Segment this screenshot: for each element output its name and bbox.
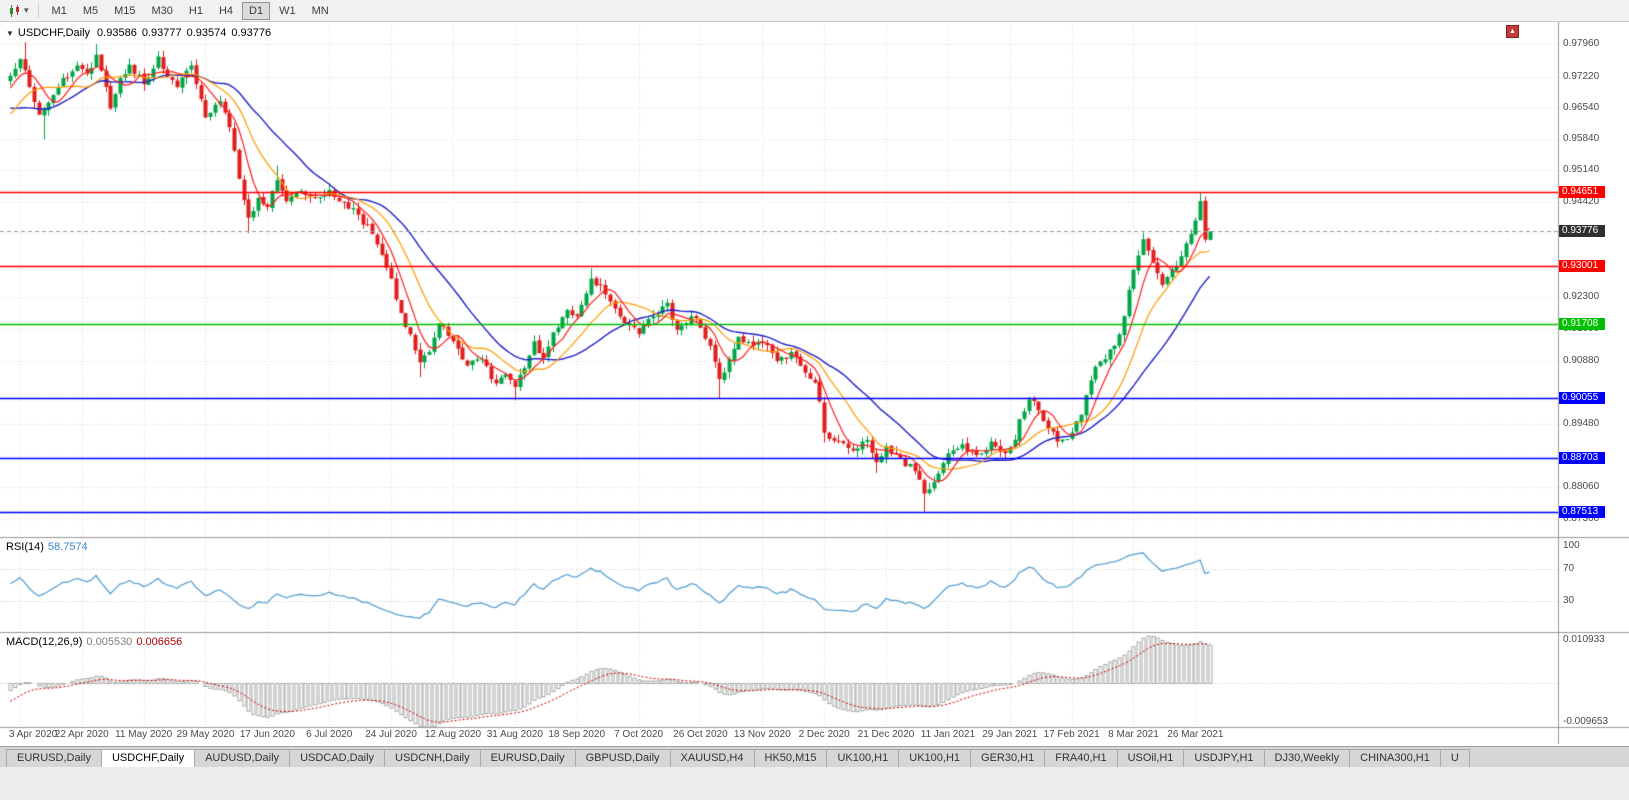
- chart-canvas[interactable]: [0, 0, 1629, 746]
- chart-tab-dj30-weekly[interactable]: DJ30,Weekly: [1263, 749, 1351, 767]
- candlestick-icon: [10, 4, 19, 17]
- timeframe-button-m1[interactable]: M1: [51, 4, 67, 17]
- timeframe-button-m15[interactable]: M15: [114, 4, 136, 17]
- bottom-filler: [0, 767, 1629, 800]
- chart-tab-audusd-daily[interactable]: AUDUSD,Daily: [194, 749, 291, 767]
- chart-tab-usoil-h1[interactable]: USOil,H1: [1116, 749, 1185, 767]
- chart-tab-xauusd-h4[interactable]: XAUUSD,H4: [669, 749, 755, 767]
- chart-tab-usdjpy-h1[interactable]: USDJPY,H1: [1183, 749, 1265, 767]
- timeframe-button-m30[interactable]: M30: [151, 4, 173, 17]
- chart-tab-china300-h1[interactable]: CHINA300,H1: [1349, 749, 1441, 767]
- chart-tab-uk100-h1[interactable]: UK100,H1: [826, 749, 900, 767]
- timeframe-button-h4[interactable]: H4: [218, 4, 234, 17]
- timeframe-button-w1[interactable]: W1: [279, 4, 296, 17]
- chart-tabs: EURUSD,Daily USDCHF,Daily AUDUSD,Daily USDC…: [0, 746, 1629, 767]
- chart-tab-eurusd-daily[interactable]: EURUSD,Daily: [6, 749, 102, 767]
- chart-tab-uk100-h1[interactable]: UK100,H1: [898, 749, 972, 767]
- timeframe-buttons: M1 M5 M15 M30 H1 H4 D1 W1 MN: [44, 1, 337, 20]
- chart-tab-usdcnh-daily[interactable]: USDCNH,Daily: [384, 749, 481, 767]
- chart-tab-gbpusd-daily[interactable]: GBPUSD,Daily: [574, 749, 671, 767]
- chart-tab-usdcad-daily[interactable]: USDCAD,Daily: [289, 749, 386, 767]
- chart-type-icon[interactable]: ▾: [4, 0, 33, 21]
- timeframe-button-d1[interactable]: D1: [242, 1, 271, 20]
- chart-tab-hk50-m15[interactable]: HK50,M15: [753, 749, 828, 767]
- chart-tab-u[interactable]: U: [1439, 749, 1470, 767]
- dropdown-caret-icon: ▾: [24, 5, 29, 15]
- chart-tab-usdchf-daily[interactable]: USDCHF,Daily: [100, 749, 196, 767]
- chart-tab-ger30-h1[interactable]: GER30,H1: [970, 749, 1046, 767]
- toolbar-separator: [37, 3, 39, 18]
- timeframe-button-m5[interactable]: M5: [82, 4, 99, 17]
- timeframe-button-h1[interactable]: H1: [188, 4, 203, 17]
- chart-tab-eurusd-daily[interactable]: EURUSD,Daily: [479, 749, 576, 767]
- chart-tab-fra40-h1[interactable]: FRA40,H1: [1044, 749, 1118, 767]
- timeframe-button-mn[interactable]: MN: [311, 4, 329, 17]
- timeframe-toolbar: ▾ M1 M5 M15 M30 H1 H4 D1 W1 MN: [0, 0, 1629, 22]
